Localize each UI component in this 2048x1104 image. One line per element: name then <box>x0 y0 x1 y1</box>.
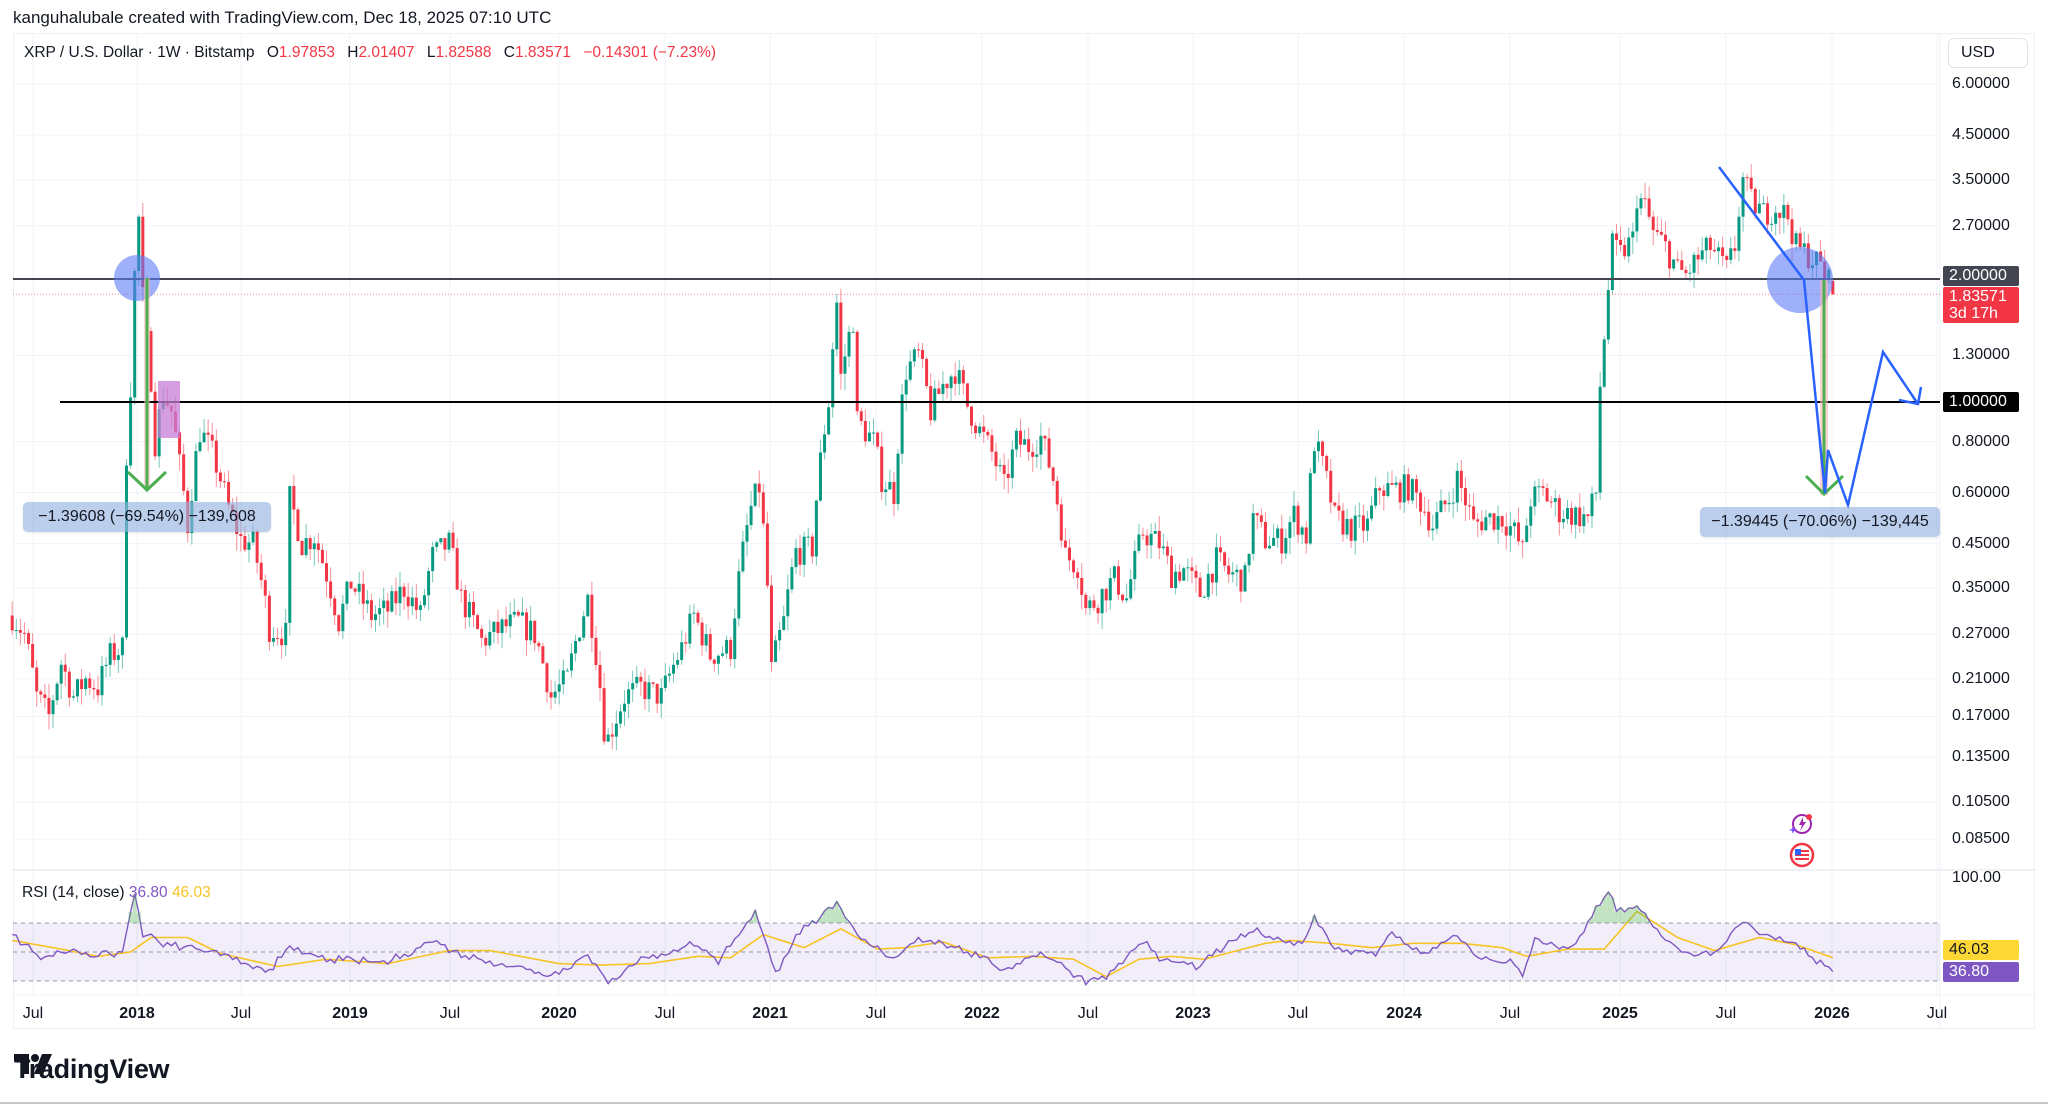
time-tick: 2019 <box>332 1005 368 1022</box>
price-tick: 1.30000 <box>1952 346 2010 364</box>
ai-assistant-icon[interactable] <box>1787 810 1815 838</box>
rsi-ma-value: 46.03 <box>171 884 211 901</box>
high-value: 2.01407 <box>358 44 415 61</box>
open-value: 1.97853 <box>278 44 335 61</box>
change-value: −0.14301 (−7.23%) <box>583 44 717 61</box>
level-1-price-tag: 1.00000 <box>1943 392 2019 412</box>
price-tick: 0.27000 <box>1952 625 2010 643</box>
low-value: 1.82588 <box>435 44 492 61</box>
rsi-value-tag: 36.80 <box>1943 962 2019 982</box>
time-tick: 2024 <box>1386 1005 1422 1022</box>
measure-label-2025[interactable]: −1.39445 (−70.06%) −139,445 <box>1700 507 1940 537</box>
price-tick: 0.08500 <box>1952 830 2010 848</box>
price-tick: 2.70000 <box>1952 216 2010 234</box>
price-tick: 0.17000 <box>1952 707 2010 725</box>
time-tick: 2023 <box>1175 1005 1211 1022</box>
time-tick: Jul <box>654 1005 676 1022</box>
highlight-circle-2025 <box>1767 247 1833 313</box>
measure-label-2018[interactable]: −1.39608 (−69.54%) −139,608 <box>23 502 271 532</box>
page-bottom-rule <box>0 1102 2048 1104</box>
price-tick: 6.00000 <box>1952 75 2010 93</box>
time-tick: Jul <box>1926 1005 1948 1022</box>
price-tick: 0.13500 <box>1952 748 2010 766</box>
symbol-title[interactable]: XRP / U.S. Dollar · 1W · Bitstamp <box>24 44 255 61</box>
bar-countdown: 3d 17h <box>1949 305 1998 322</box>
currency-button[interactable]: USD <box>1948 38 2028 68</box>
price-tick: 0.21000 <box>1952 669 2010 687</box>
price-tick: 0.45000 <box>1952 534 2010 552</box>
candles <box>10 164 1835 751</box>
us-economic-events-icon[interactable] <box>1788 841 1816 869</box>
projection-path <box>1802 279 1920 510</box>
time-tick: Jul <box>22 1005 44 1022</box>
tradingview-logo[interactable]: TradingView <box>14 1054 170 1085</box>
time-tick: Jul <box>1499 1005 1521 1022</box>
rsi-title: RSI (14, close) <box>22 884 125 901</box>
time-tick: 2020 <box>541 1005 577 1022</box>
last-price: 1.83571 <box>1949 288 2007 305</box>
price-tick: 0.35000 <box>1952 579 2010 597</box>
rsi-ma-tag: 46.03 <box>1943 940 2019 960</box>
rsi-line <box>12 891 1834 986</box>
time-tick: Jul <box>230 1005 252 1022</box>
price-tick: 0.60000 <box>1952 483 2010 501</box>
price-tick: 0.80000 <box>1952 432 2010 450</box>
time-tick: Jul <box>865 1005 887 1022</box>
close-value: 1.83571 <box>514 44 572 61</box>
price-tick: 3.50000 <box>1952 170 2010 188</box>
highlight-circle-2018 <box>114 255 160 301</box>
chart-credit: kanguhalubale created with TradingView.c… <box>13 8 552 27</box>
tradingview-logo-icon <box>14 1054 52 1074</box>
rsi-axis-top: 100.00 <box>1952 869 2001 886</box>
level-2-price-tag: 2.00000 <box>1943 266 2019 286</box>
time-tick: Jul <box>1715 1005 1737 1022</box>
time-tick: 2018 <box>119 1005 155 1022</box>
last-price-tag: 1.83571 3d 17h <box>1943 287 2019 323</box>
chart-frame <box>13 33 2035 1029</box>
range-box-2018 <box>158 381 180 438</box>
time-tick: 2025 <box>1602 1005 1638 1022</box>
time-tick: Jul <box>439 1005 461 1022</box>
time-tick: Jul <box>1077 1005 1099 1022</box>
price-tick: 4.50000 <box>1952 126 2010 144</box>
time-tick: Jul <box>1287 1005 1309 1022</box>
downtrend-line <box>1718 166 1805 281</box>
rsi-value: 36.80 <box>128 884 168 901</box>
time-tick: 2026 <box>1814 1005 1850 1022</box>
rsi-legend[interactable]: RSI (14, close) 36.80 46.03 <box>22 884 211 902</box>
time-tick: 2021 <box>752 1005 788 1022</box>
time-tick: 2022 <box>964 1005 1000 1022</box>
price-tick: 0.10500 <box>1952 792 2010 810</box>
symbol-legend: XRP / U.S. Dollar · 1W · Bitstamp O1.978… <box>24 44 717 61</box>
